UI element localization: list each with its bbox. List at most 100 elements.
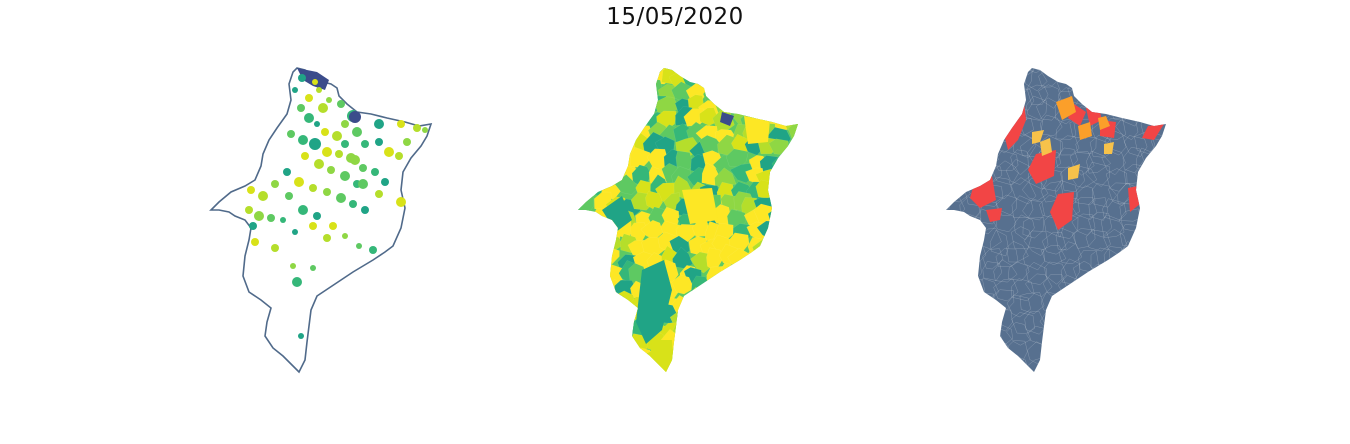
municipality-border xyxy=(1089,134,1113,158)
risk-medium-area xyxy=(1098,116,1110,130)
municipality xyxy=(754,315,776,339)
municipality xyxy=(788,68,798,77)
municipality-border xyxy=(1135,294,1160,317)
municipality xyxy=(718,309,737,329)
municipality xyxy=(717,343,735,366)
municipality-border xyxy=(1106,294,1133,320)
municipality-border xyxy=(1155,192,1166,215)
municipality-border xyxy=(946,130,950,150)
municipality-border xyxy=(1092,183,1117,208)
municipality xyxy=(742,274,764,297)
municipality xyxy=(780,348,798,369)
municipality xyxy=(801,152,821,175)
municipality-border xyxy=(978,338,1000,361)
municipality-border xyxy=(961,329,985,352)
municipality xyxy=(579,124,599,146)
municipality-border xyxy=(978,98,1004,119)
city-bubble xyxy=(349,200,357,208)
municipality xyxy=(744,263,765,287)
municipality-border xyxy=(1059,135,1080,156)
municipality xyxy=(802,296,825,314)
municipality-border xyxy=(989,229,1009,257)
municipality xyxy=(739,317,765,341)
municipality-border xyxy=(947,359,970,372)
municipality-border xyxy=(1102,275,1123,301)
municipality-border xyxy=(946,326,955,349)
risk-low-area xyxy=(1068,164,1080,180)
municipality xyxy=(578,113,583,134)
municipality xyxy=(788,306,798,329)
municipality xyxy=(578,170,583,191)
municipality-border xyxy=(982,248,1004,270)
municipality xyxy=(714,68,733,74)
municipality xyxy=(671,274,695,295)
municipality-border xyxy=(1043,323,1064,345)
municipality xyxy=(586,109,611,133)
risk-low-area xyxy=(1066,70,1076,84)
municipality xyxy=(799,301,823,324)
city-bubble xyxy=(251,238,259,246)
municipality-border xyxy=(1091,309,1115,335)
municipality-border xyxy=(1060,68,1082,74)
municipality-border xyxy=(1041,244,1067,266)
municipality xyxy=(770,357,795,372)
municipality-border xyxy=(946,70,955,92)
municipality xyxy=(687,307,705,328)
municipality-border xyxy=(1141,184,1162,207)
municipality xyxy=(755,351,775,369)
municipality-border xyxy=(1011,195,1034,218)
municipality-border xyxy=(1122,318,1145,343)
municipality-border xyxy=(995,69,1016,94)
city-bubble xyxy=(298,333,304,339)
municipality xyxy=(585,136,609,160)
municipality-border xyxy=(1006,322,1032,346)
city-bubble xyxy=(375,138,383,146)
municipality xyxy=(759,304,780,324)
municipality-border xyxy=(1139,194,1161,221)
city-bubble xyxy=(310,265,316,271)
risk-high-area xyxy=(1028,150,1056,184)
municipality-border xyxy=(1005,159,1031,185)
municipality xyxy=(578,68,598,75)
municipality xyxy=(743,68,762,81)
municipality-border xyxy=(946,82,965,108)
municipality-border xyxy=(979,118,1004,141)
municipality xyxy=(590,91,611,112)
municipality-border xyxy=(1010,149,1034,176)
municipality-border xyxy=(1071,213,1096,236)
municipality xyxy=(785,319,798,341)
municipality-border xyxy=(1153,264,1166,289)
municipality xyxy=(590,68,616,72)
city-bubble xyxy=(341,140,349,148)
municipality xyxy=(786,79,798,102)
risk-layer xyxy=(946,68,1166,372)
municipality-border xyxy=(1058,330,1082,354)
city-bubble xyxy=(298,205,308,215)
municipality xyxy=(800,206,818,228)
municipality xyxy=(773,81,796,106)
municipality xyxy=(595,317,613,339)
municipality-border xyxy=(1109,68,1132,91)
municipality-border xyxy=(1154,71,1166,91)
city-bubble xyxy=(371,168,379,176)
municipality xyxy=(682,355,707,372)
municipality xyxy=(618,68,642,75)
municipality xyxy=(578,250,600,272)
municipality-border xyxy=(1011,278,1035,302)
municipality xyxy=(578,275,582,301)
municipality-border xyxy=(1022,177,1049,201)
municipality xyxy=(578,70,580,89)
city-bubble xyxy=(313,212,321,220)
municipality xyxy=(802,253,822,274)
municipality xyxy=(590,304,609,326)
municipality-border xyxy=(1120,296,1142,317)
municipality-border xyxy=(946,292,951,316)
municipality xyxy=(578,261,581,283)
city-bubble xyxy=(395,152,403,160)
city-bubble xyxy=(335,150,343,158)
municipality xyxy=(677,334,698,356)
city-bubble xyxy=(396,197,406,207)
municipality-border xyxy=(946,118,953,143)
municipality xyxy=(578,309,587,328)
municipality xyxy=(636,260,672,344)
